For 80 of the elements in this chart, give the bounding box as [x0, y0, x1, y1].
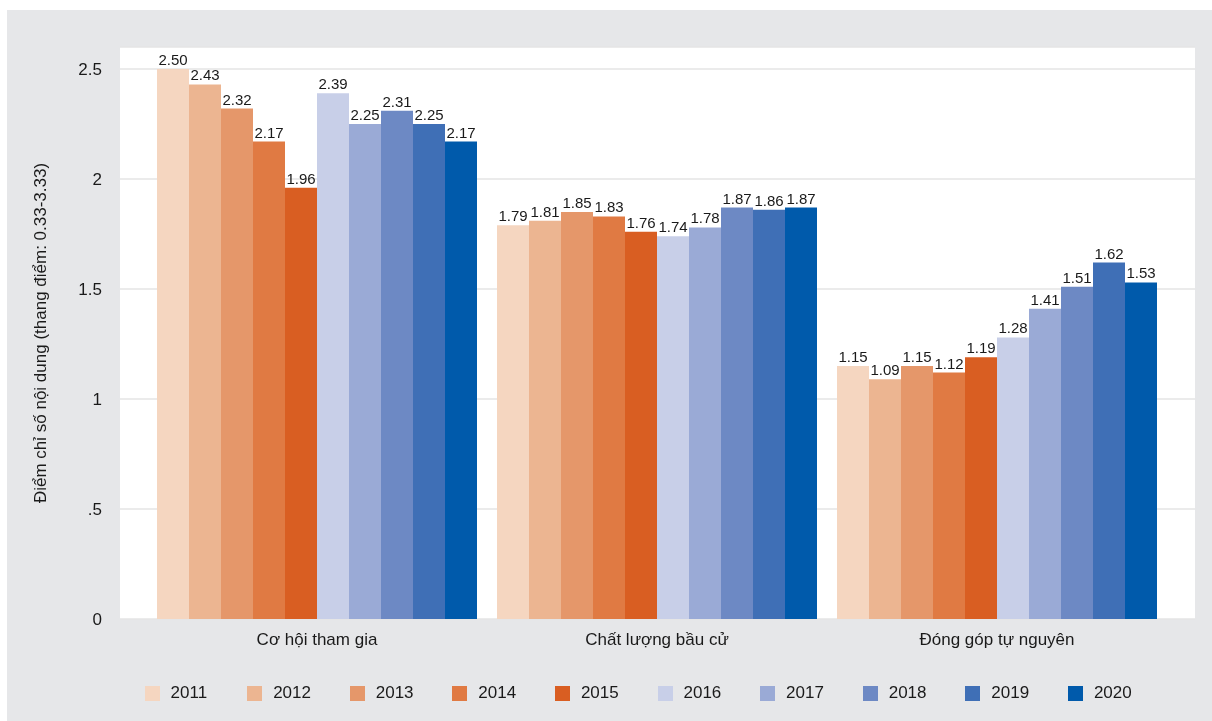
data-label: 2.25 [350, 106, 380, 123]
x-tick-label: Cơ hội tham gia [256, 630, 378, 650]
bar [317, 93, 349, 619]
y-tick-label: 1 [92, 390, 102, 410]
bar [997, 337, 1029, 619]
x-tick-label: Đóng góp tự nguyên [919, 630, 1075, 650]
data-label: 2.25 [414, 106, 444, 123]
data-label: 2.50 [158, 51, 188, 68]
data-label: 1.87 [722, 189, 752, 207]
data-label: 1.51 [1062, 268, 1092, 286]
data-label: 1.79 [498, 207, 528, 225]
legend-label: 2012 [273, 683, 311, 703]
bar [445, 141, 477, 619]
legend-label: 2013 [375, 683, 414, 703]
data-label: 1.28 [998, 319, 1028, 337]
legend-label: 2020 [1093, 683, 1132, 703]
bar [413, 124, 445, 619]
bar [625, 231, 657, 619]
bar [497, 225, 529, 619]
data-label: 1.62 [1094, 244, 1124, 262]
bar [901, 366, 933, 619]
bar [157, 69, 189, 619]
bar [1029, 308, 1061, 619]
bar [753, 209, 785, 619]
bar [869, 379, 901, 619]
bar [837, 366, 869, 619]
data-label: 1.78 [690, 209, 720, 227]
data-label: 2.17 [446, 123, 476, 141]
data-label: 2.31 [382, 92, 412, 110]
bar [1125, 282, 1157, 619]
bar [381, 110, 413, 619]
bar [189, 84, 221, 619]
bar [285, 187, 317, 619]
legend-label: 2018 [888, 683, 927, 703]
y-axis-title: Điểm chỉ số nội dung (thang điểm: 0.33-3.33) [31, 162, 51, 504]
data-label: 1.19 [966, 339, 996, 357]
data-label: 1.15 [838, 348, 868, 365]
data-label: 2.17 [254, 123, 284, 141]
data-label: 1.09 [870, 361, 900, 379]
legend-label: 2011 [170, 683, 208, 703]
data-label: 1.81 [530, 202, 560, 220]
bar [253, 141, 285, 619]
data-label: 1.96 [286, 169, 316, 187]
bar [1061, 286, 1093, 619]
data-label: 2.43 [190, 66, 220, 84]
bar [561, 212, 593, 619]
legend-label: 2016 [683, 683, 722, 703]
bar [221, 108, 253, 619]
x-tick-label: Chất lượng bầu cử [585, 630, 729, 650]
bar [965, 357, 997, 619]
data-label: 1.15 [902, 348, 932, 365]
legend-label: 2017 [786, 683, 824, 703]
bar [785, 207, 817, 619]
data-label: 1.41 [1030, 290, 1060, 308]
y-tick-label: .5 [87, 500, 102, 520]
legend-label: 2015 [580, 683, 619, 703]
y-tick-label: 2 [92, 170, 102, 190]
y-tick-label: 2.5 [78, 60, 102, 80]
data-label: 1.87 [786, 189, 816, 207]
bar [1093, 262, 1125, 619]
data-label: 1.74 [658, 218, 688, 236]
y-tick-label: 1.5 [78, 280, 102, 300]
data-label: 1.83 [594, 198, 624, 216]
y-tick-label: 0 [92, 610, 102, 630]
bar [721, 207, 753, 619]
data-label: 1.12 [934, 354, 964, 372]
bar [529, 220, 561, 619]
data-label: 1.85 [562, 194, 592, 211]
bar [349, 124, 381, 619]
data-label: 1.53 [1126, 264, 1156, 282]
data-label: 2.39 [318, 75, 348, 93]
bar [593, 216, 625, 619]
bar [657, 236, 689, 619]
bar [933, 372, 965, 619]
data-label: 2.32 [222, 90, 252, 108]
legend-label: 2014 [478, 683, 517, 703]
data-label: 1.86 [754, 191, 784, 209]
bar [689, 227, 721, 619]
legend-label: 2019 [991, 683, 1030, 703]
data-label: 1.76 [626, 213, 656, 231]
